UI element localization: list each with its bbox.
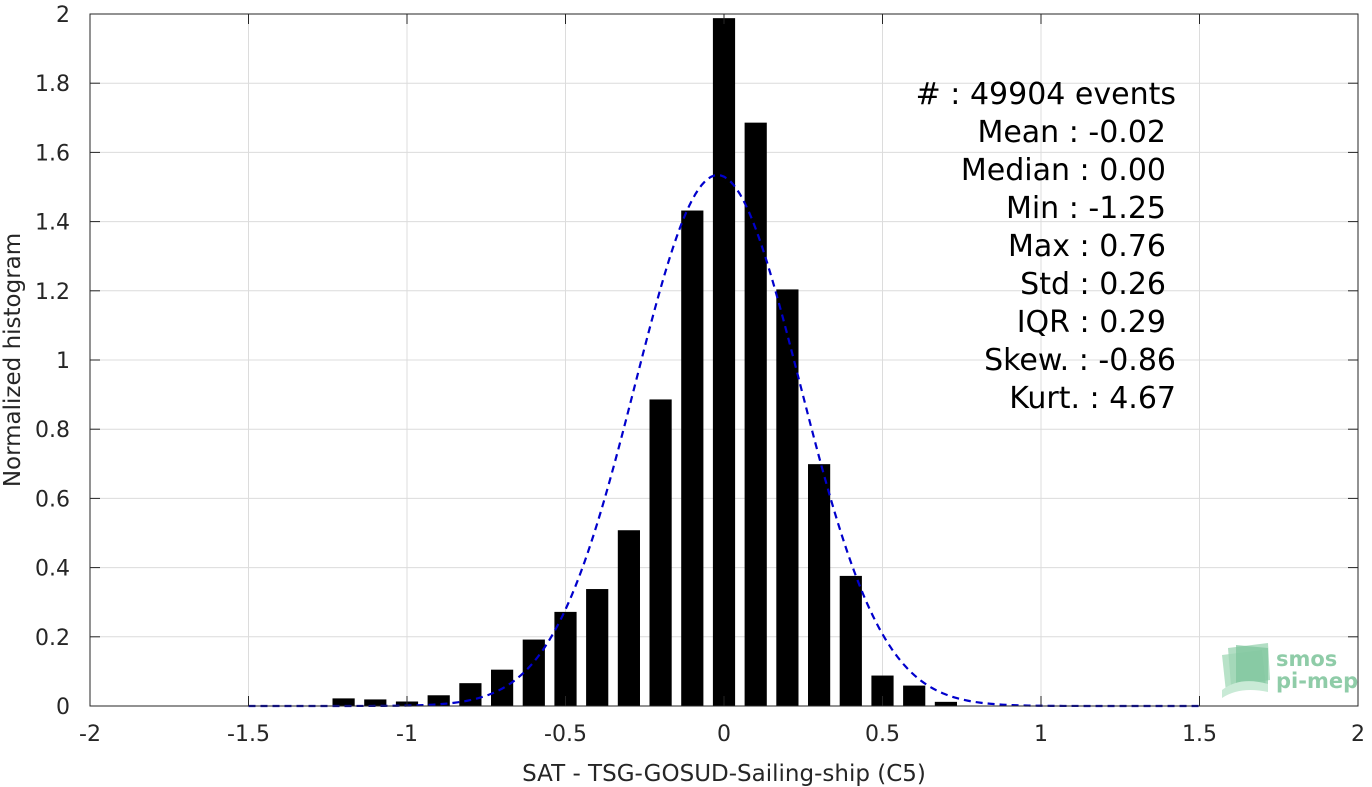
stat-line: Min : -1.25 [1006, 191, 1166, 226]
x-tick-label: -2 [79, 722, 101, 747]
x-tick-label: 1 [1034, 722, 1048, 747]
histogram-bar [839, 575, 862, 706]
x-tick-label: -1.5 [227, 722, 270, 747]
x-tick-label: 0.5 [865, 722, 900, 747]
histogram-bar [681, 210, 704, 706]
x-tick-label: -1 [396, 722, 418, 747]
x-tick-label: 1.5 [1182, 722, 1217, 747]
histogram-bar [459, 683, 482, 706]
stat-line: # : 49904 events [916, 77, 1176, 112]
y-tick-label: 1.8 [35, 72, 70, 97]
y-tick-label: 0.6 [35, 487, 70, 512]
histogram-bar [808, 464, 831, 706]
histogram-bar [617, 530, 640, 706]
y-tick-label: 1 [56, 349, 70, 374]
y-tick-label: 0 [56, 695, 70, 720]
y-tick-label: 1.2 [35, 280, 70, 305]
x-tick-label: -0.5 [544, 722, 587, 747]
stat-line: Kurt. : 4.67 [1009, 381, 1176, 416]
y-tick-label: 2 [56, 3, 70, 28]
x-tick-label: 2 [1351, 722, 1365, 747]
stat-line: IQR : 0.29 [1017, 305, 1166, 340]
histogram-bar [586, 589, 609, 706]
y-tick-label: 0.2 [35, 626, 70, 651]
stat-line: Median : 0.00 [961, 153, 1166, 188]
histogram-bar [649, 399, 672, 706]
histogram-bar [427, 695, 450, 706]
y-tick-label: 0.8 [35, 418, 70, 443]
stat-line: Std : 0.26 [1020, 267, 1166, 302]
histogram-bars [332, 18, 957, 707]
histogram-bar [776, 289, 799, 706]
tick-labels: -2 -1.5 -1 -0.5 0 0.5 1 1.5 2 0 0.2 0.4 0.6 0.8 1 1.2 1.… [35, 3, 1365, 747]
histogram-bar [712, 18, 736, 707]
stat-line: Max : 0.76 [1008, 229, 1166, 264]
histogram-bar [332, 698, 355, 706]
histogram-bar [364, 699, 387, 706]
histogram-bar [744, 122, 767, 707]
stat-line: Skew. : -0.86 [984, 343, 1176, 378]
smos-pi-mep-logo: smos pi-mep [1222, 643, 1358, 698]
y-tick-label: 1.6 [35, 141, 70, 166]
histogram-bar [522, 639, 545, 706]
plot-frame [89, 13, 1359, 707]
logo-emblem-icon [1222, 643, 1270, 698]
histogram-bar [871, 675, 894, 706]
axes [89, 13, 1359, 707]
x-axis-label: SAT - TSG-GOSUD-Sailing-ship (C5) [522, 761, 926, 787]
histogram-bar [554, 611, 577, 706]
histogram-bar [934, 701, 957, 706]
y-axis-label: Normalized histogram [0, 233, 26, 487]
y-tick-label: 1.4 [35, 211, 70, 236]
logo-line-2: pi-mep [1276, 669, 1358, 693]
x-tick-label: 0 [717, 722, 731, 747]
stat-line: Mean : -0.02 [977, 115, 1166, 150]
logo-line-1: smos [1276, 647, 1337, 671]
histogram-bar [903, 685, 926, 706]
y-tick-label: 0.4 [35, 557, 70, 582]
